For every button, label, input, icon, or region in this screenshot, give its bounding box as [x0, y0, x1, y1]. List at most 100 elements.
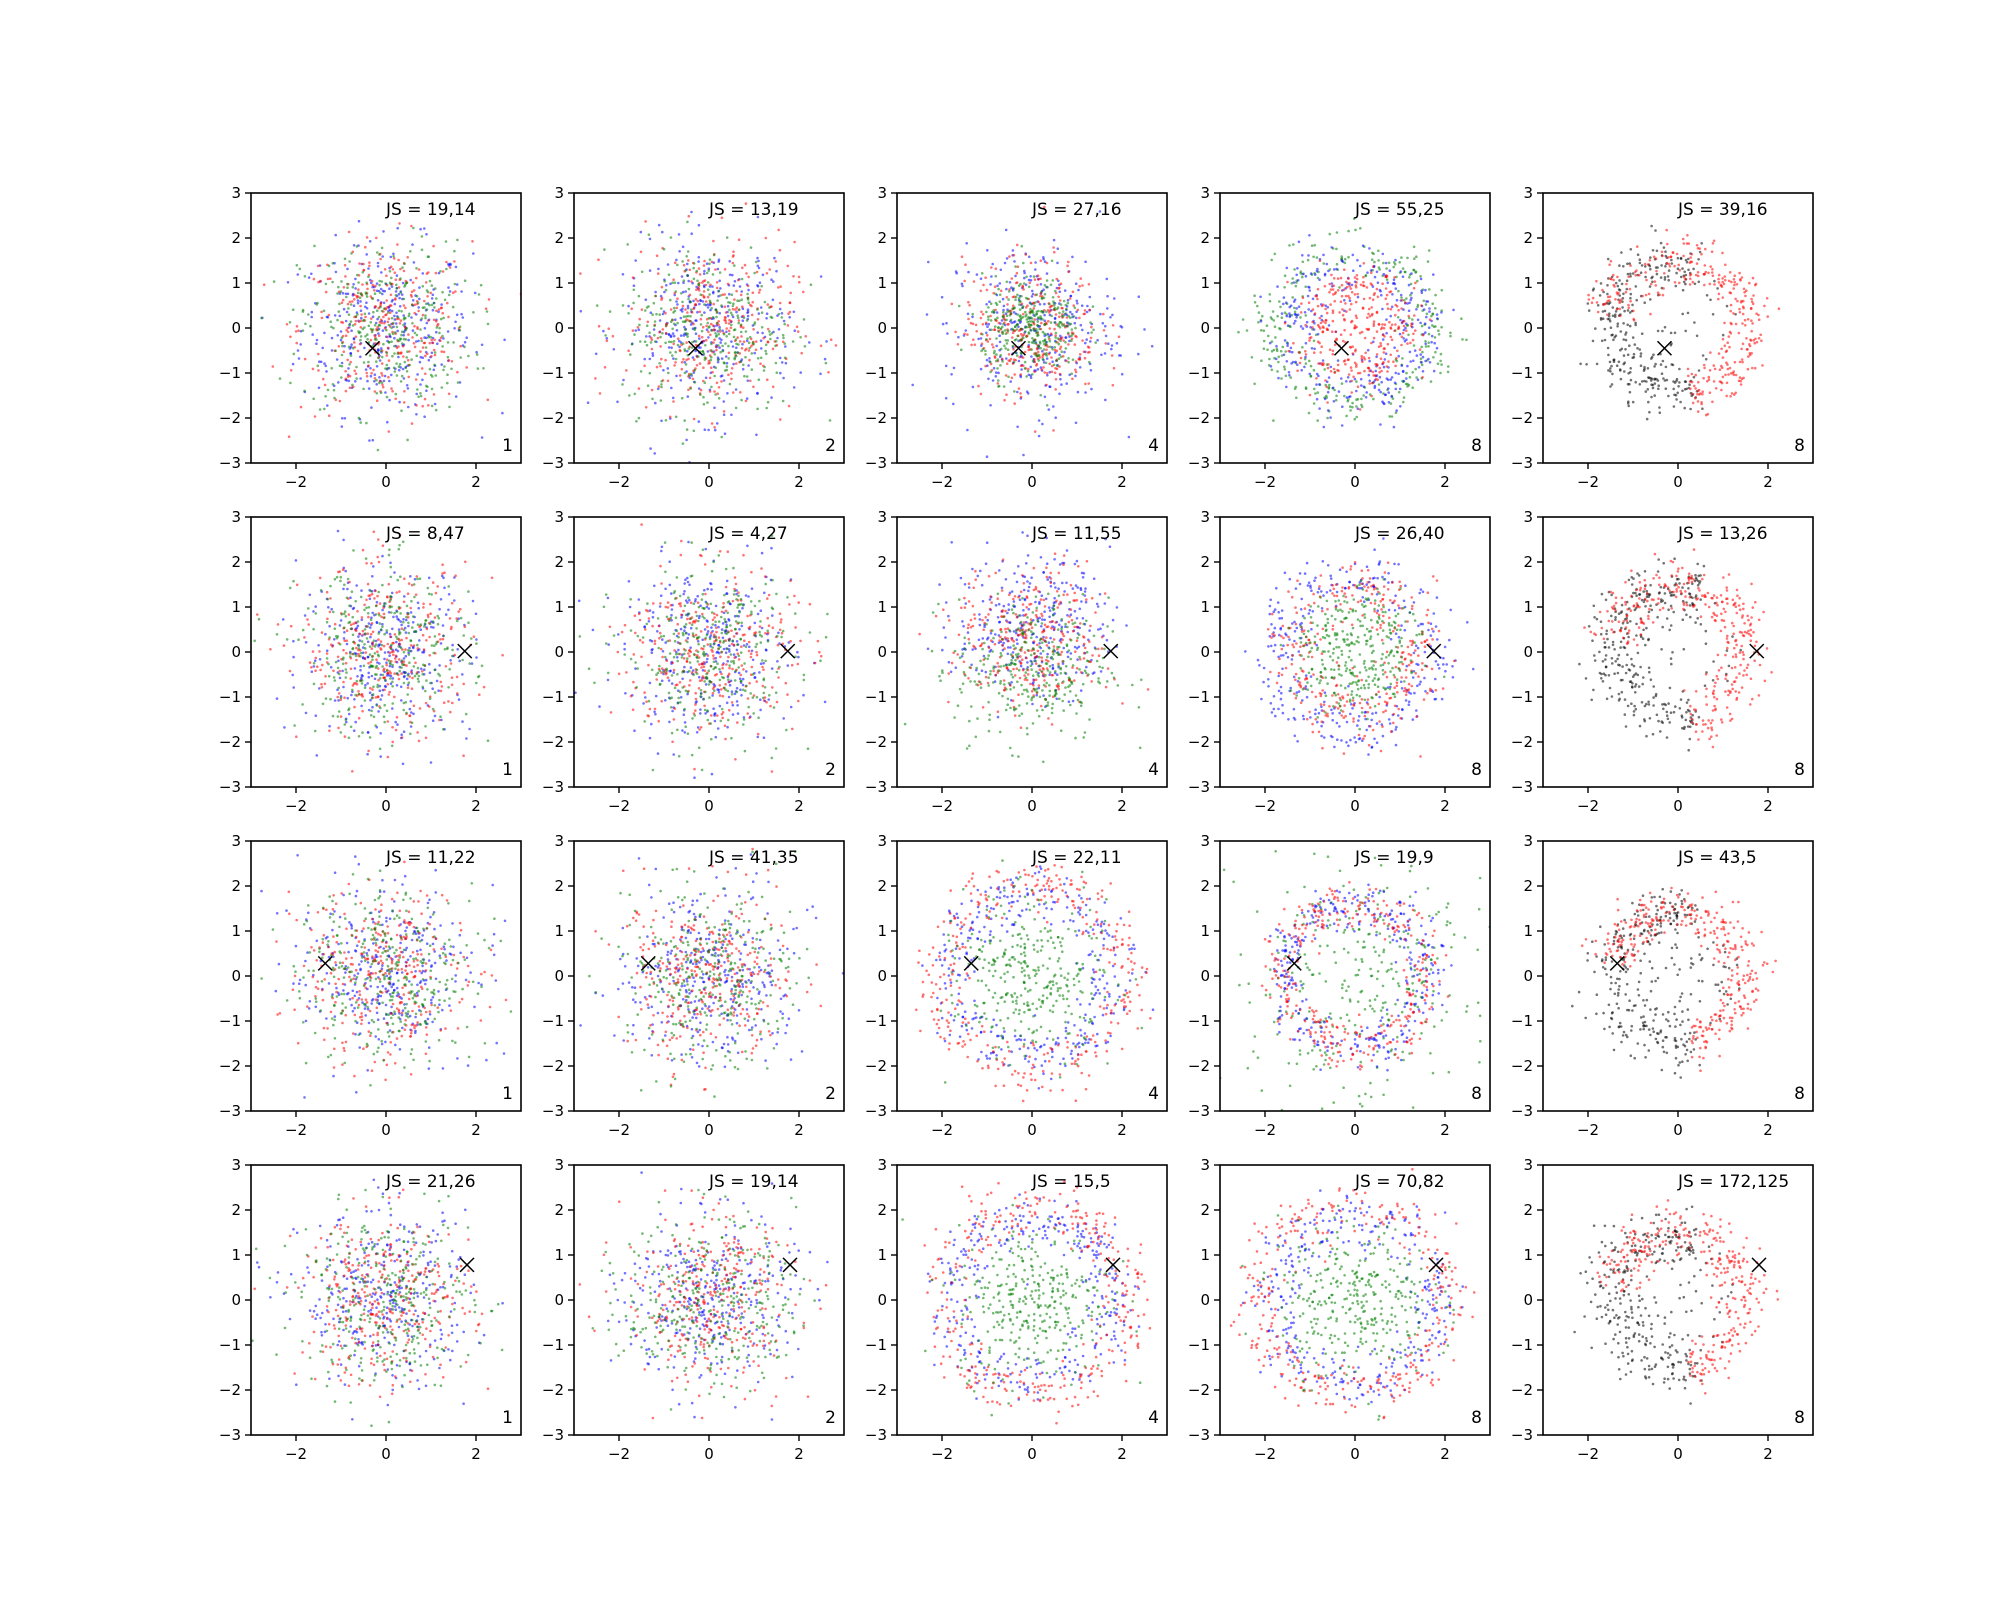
data-point-red [1744, 324, 1747, 327]
data-point-red [1407, 314, 1410, 318]
data-point-red [749, 303, 752, 307]
data-point-blue [360, 316, 363, 320]
data-point-blue [405, 677, 409, 681]
data-point-black [1629, 272, 1632, 276]
data-point-blue [1372, 340, 1375, 344]
data-point-blue [400, 293, 404, 296]
data-point-green [1061, 324, 1064, 327]
data-point-green [652, 301, 656, 305]
data-point-green [1377, 383, 1381, 386]
data-point-green [711, 273, 715, 276]
data-point-blue [1039, 366, 1043, 369]
data-point-blue [411, 243, 414, 246]
data-point-red [737, 278, 740, 282]
data-point-green [411, 322, 414, 325]
data-point-green [663, 280, 666, 283]
data-point-black [1626, 309, 1630, 312]
data-point-blue [1303, 365, 1306, 369]
data-point-blue [995, 344, 998, 348]
data-point-red [1087, 346, 1091, 349]
data-point-green [367, 360, 370, 364]
data-point-red [360, 499, 363, 502]
data-point-red [1721, 280, 1724, 284]
data-point-red [320, 316, 324, 320]
data-point-green [1390, 415, 1394, 418]
data-point-red [424, 281, 428, 284]
data-point-green [1398, 261, 1401, 264]
data-point-red [1354, 300, 1358, 304]
data-point-blue [661, 312, 665, 316]
data-point-blue [1428, 307, 1431, 310]
data-point-red [348, 300, 352, 304]
data-point-green [671, 327, 674, 331]
data-point-blue [1308, 372, 1312, 376]
data-point-green [451, 305, 455, 309]
data-point-red [1356, 371, 1360, 375]
data-point-green [1412, 344, 1416, 347]
data-point-red [1740, 377, 1744, 381]
data-point-black [1650, 357, 1653, 360]
data-point-green [971, 312, 974, 316]
data-point-blue [1315, 372, 1319, 376]
data-point-blue [961, 284, 964, 288]
data-point-red [979, 316, 983, 320]
data-point-blue [397, 628, 401, 631]
data-point-green [1019, 327, 1023, 331]
data-point-red [1662, 287, 1665, 290]
data-point-blue [1275, 344, 1278, 348]
data-point-red [685, 358, 688, 362]
data-point-blue [449, 263, 452, 267]
data-point-green [1013, 338, 1017, 342]
data-point-black [1631, 336, 1635, 339]
data-point-green [717, 397, 721, 400]
data-point-red [1038, 356, 1042, 359]
data-point-green [373, 324, 377, 327]
data-point-blue [757, 312, 761, 315]
data-point-black [1619, 348, 1622, 352]
data-point-red [637, 387, 641, 390]
data-point-black [1603, 327, 1607, 331]
data-point-green [1070, 339, 1073, 343]
data-point-blue [412, 261, 416, 264]
data-point-red [1739, 383, 1743, 386]
data-point-red [1345, 280, 1348, 284]
data-point-black [1611, 306, 1615, 309]
data-point-red [1629, 264, 1632, 267]
data-point-blue [1398, 387, 1402, 391]
data-point-blue [409, 725, 413, 728]
data-point-blue [971, 385, 975, 389]
data-point-red [1668, 265, 1672, 268]
data-point-blue [683, 325, 686, 329]
data-point-red [1012, 358, 1016, 362]
data-point-red [369, 338, 373, 342]
data-point-red [834, 344, 838, 347]
data-point-blue [1063, 350, 1066, 354]
data-point-red [730, 367, 734, 370]
data-point-red [1366, 316, 1369, 320]
data-point-red [1349, 346, 1352, 349]
data-point-black [1679, 256, 1683, 260]
data-point-blue [401, 367, 405, 371]
data-point-red [627, 349, 630, 353]
data-point-green [334, 349, 337, 353]
data-point-red [402, 401, 406, 404]
data-point-green [416, 388, 419, 391]
data-point-blue [343, 631, 346, 634]
y-tick-label: 2 [1200, 229, 1210, 247]
data-point-green [1004, 339, 1008, 342]
data-point-green [653, 333, 656, 337]
data-point-green [673, 281, 677, 285]
data-point-red [417, 268, 421, 271]
data-point-green [782, 336, 785, 340]
data-point-green [680, 396, 684, 400]
data-point-green [711, 316, 715, 319]
data-point-red [379, 302, 383, 306]
data-point-blue [1041, 422, 1044, 426]
data-point-red [672, 342, 675, 346]
data-point-blue [957, 335, 960, 339]
data-point-blue [757, 266, 761, 270]
data-point-red [1384, 287, 1388, 290]
data-point-blue [350, 693, 353, 697]
data-point-green [394, 392, 398, 396]
data-point-green [1276, 370, 1279, 373]
